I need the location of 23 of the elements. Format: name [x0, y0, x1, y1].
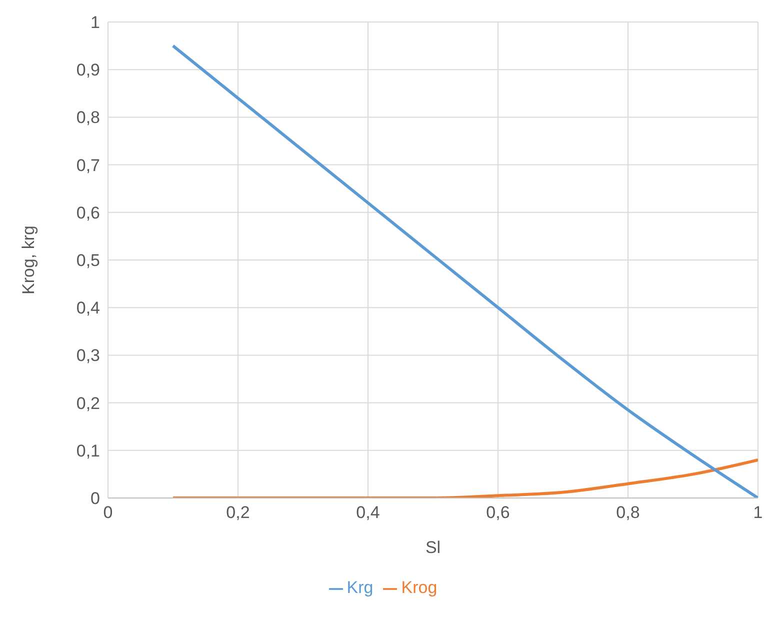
x-tick-label: 0,6	[486, 503, 510, 522]
y-tick-label: 0,4	[76, 298, 100, 318]
y-tick-label: 0	[90, 489, 100, 508]
x-tick-label: 1	[753, 503, 763, 522]
y-tick-label: 0,5	[76, 251, 100, 270]
y-tick-label: 0,6	[76, 203, 100, 222]
y-tick-label: 0,9	[76, 60, 100, 80]
y-tick-label: 1	[90, 13, 100, 32]
x-tick-label: 0,2	[226, 503, 250, 522]
y-tick-label: 0,1	[76, 441, 100, 460]
x-tick-label: 0	[103, 503, 113, 522]
y-tick-label: 0,7	[76, 156, 100, 175]
y-tick-label: 0,3	[76, 346, 100, 366]
x-tick-label: 0,4	[356, 503, 380, 522]
line-series	[172, 44, 758, 498]
legend-label: Krg	[346, 578, 374, 597]
y-axis-title: Krog, krg	[19, 226, 38, 294]
legend-label: Krog	[401, 578, 438, 597]
x-tick-label: 0,8	[616, 503, 640, 522]
y-tick-label: 0,8	[76, 108, 100, 128]
y-tick-label: 0,2	[76, 394, 100, 413]
line-series	[172, 458, 758, 498]
x-axis-title: Sl	[425, 538, 441, 557]
